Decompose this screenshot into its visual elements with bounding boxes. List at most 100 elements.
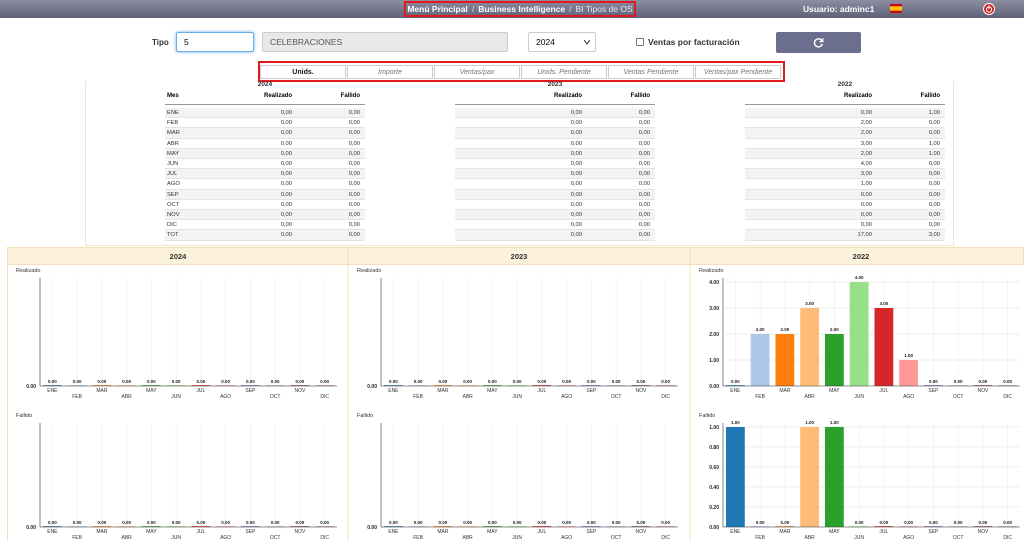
month-cell: JUL [167,171,178,178]
checkbox[interactable] [636,38,644,46]
value-label: 3.00 [805,301,814,306]
x-tick-label: MAR [96,529,108,535]
bar [656,385,676,386]
value-label: 0.00 [954,379,963,384]
bar [725,385,745,386]
fallido-cell: 0,00 [928,201,940,208]
bar [191,526,211,527]
x-tick-label: NOV [635,529,647,535]
fallido-cell: 0,00 [928,181,940,188]
x-tick-label: DIC [661,535,670,541]
value-label: 0.00 [756,520,765,525]
fallido-cell: 0,00 [348,130,360,137]
bar [581,385,601,386]
fallido-cell: 1,00 [928,140,940,147]
y-tick-label: 0.00 [367,525,377,531]
tab[interactable]: Unids. [260,65,346,79]
bar [631,385,651,386]
tab[interactable]: Importe [347,65,433,79]
x-tick-label: ENE [730,529,741,535]
x-tick-label: OCT [953,535,964,541]
user-label: Usuario: adminc1 [803,4,875,14]
column-header: Mes [167,93,179,99]
tab[interactable]: Ventas Pendiente [608,65,694,79]
x-tick-label: ABR [804,394,815,400]
breadcrumb-link[interactable]: Business Intelligence [478,4,566,14]
fallido-cell: 0,00 [638,181,650,188]
bar [290,385,310,386]
chart-title: Fallido [699,413,715,419]
x-tick-label: FEB [413,394,423,400]
year-select[interactable]: 2024 [528,32,596,52]
table-row [745,210,945,221]
value-label: 0.00 [513,520,522,525]
breadcrumb-link[interactable]: Menú Principal [407,4,468,14]
logout-button[interactable] [983,3,995,15]
month-cell: ENE [167,110,179,116]
value-label: 3.00 [879,301,888,306]
value-label: 0.00 [463,379,472,384]
tipo-code-input[interactable]: 5 [176,32,254,52]
bar [656,526,676,527]
bar [899,526,919,527]
x-tick-label: DIC [320,535,329,541]
chart-title: Realizado [357,268,381,274]
month-cell: OCT [167,201,180,208]
x-tick-label: ENE [388,388,399,394]
table-row [745,138,945,149]
top-bar [0,0,1024,18]
fallido-cell: 0,00 [638,212,650,218]
tab-highlight [258,61,785,82]
realizado-cell: 0,00 [860,201,872,208]
realizado-cell: 2,00 [860,120,872,127]
value-label: 0.00 [954,520,963,525]
table-row [745,108,945,119]
refresh-button[interactable] [776,32,861,53]
value-label: 4.00 [855,275,864,280]
month-cell: ABR [167,140,179,147]
table-year: 2023 [547,81,563,88]
tab[interactable]: Unids. Pendiente [521,65,607,79]
month-cell: NOV [167,212,180,218]
value-label: 0.00 [587,379,596,384]
realizado-cell: 0,00 [860,110,872,116]
bar [800,427,820,527]
bar [557,385,577,386]
value-label: 0.00 [612,379,621,384]
y-tick-label: 0.00 [367,384,377,390]
table-row [165,199,365,210]
flag[interactable] [890,4,902,13]
tab[interactable]: Ventas/pax Pendiente [695,65,781,79]
bar [216,526,236,527]
x-tick-label: FEB [755,394,765,400]
bar [141,385,161,386]
table-row [455,138,655,149]
table-row [455,148,655,159]
table-row [165,230,365,241]
chart-title: Realizado [16,268,40,274]
value-label: 0.00 [246,520,255,525]
table-row [455,189,655,200]
x-tick-label: NOV [294,529,306,535]
x-tick-label: DIC [1003,394,1012,400]
bar [775,334,795,386]
realizado-cell: 0,00 [570,201,582,208]
bar [532,385,552,386]
value-label: 0.00 [438,520,447,525]
checkbox-label[interactable]: Ventas por facturación [648,37,740,47]
fallido-cell: 0,00 [348,191,360,198]
table-row [165,108,365,119]
fallido-cell: 0,00 [348,181,360,188]
fallido-cell: 0,00 [638,161,650,167]
chart-title: Realizado [699,268,723,274]
x-tick-label: MAY [487,529,498,535]
value-label: 0.00 [562,520,571,525]
value-label: 0.00 [389,379,398,384]
tab[interactable]: Ventas/pax [434,65,520,79]
x-tick-label: NOV [635,388,647,394]
realizado-cell: 3,00 [860,171,872,178]
x-tick-label: JUL [879,388,888,394]
bar [141,526,161,527]
